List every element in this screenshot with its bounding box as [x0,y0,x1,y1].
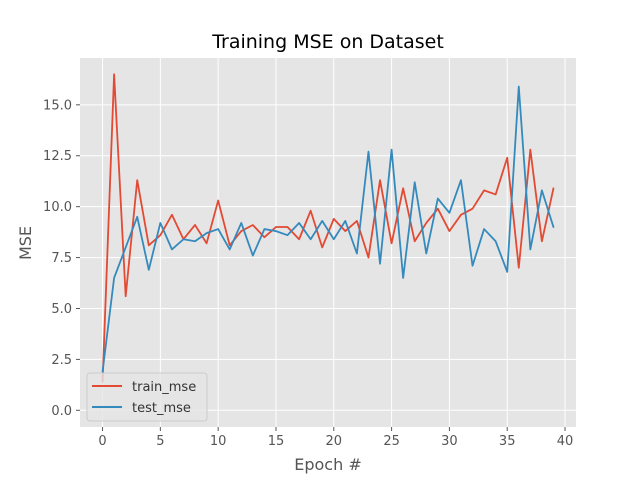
x-tick-label: 35 [499,434,516,449]
legend-label-train: train_mse [132,380,196,395]
y-tick-label: 15.0 [43,98,72,113]
legend: train_mse test_mse [86,372,208,422]
y-tick-label: 12.5 [43,149,72,164]
y-tick-label: 10.0 [43,200,72,215]
series-layer [101,73,555,383]
plot-area [80,58,576,427]
x-tick-label: 10 [210,434,227,449]
x-tick-label: 40 [557,434,574,449]
x-tick-label: 30 [441,434,458,449]
x-tick-label: 5 [156,434,164,449]
x-tick-label: 0 [98,434,106,449]
x-tick-label: 20 [326,434,343,449]
series-line-train-mse [101,73,555,383]
x-axis: 0 5 10 15 20 25 30 35 40 [98,427,573,449]
y-axis: 0.0 2.5 5.0 7.5 10.0 12.5 15.0 [43,98,80,419]
y-tick-label: 2.5 [51,353,72,368]
x-tick-label: 15 [268,434,285,449]
chart-title: Training MSE on Dataset [211,31,444,53]
series-line-test-mse [101,85,555,373]
grid [80,58,576,427]
x-tick-label: 25 [383,434,400,449]
y-tick-label: 5.0 [51,302,72,317]
y-tick-label: 7.5 [51,251,72,266]
y-tick-label: 0.0 [51,404,72,419]
y-axis-label: MSE [16,226,35,260]
legend-label-test: test_mse [132,401,191,416]
x-axis-label: Epoch # [294,455,361,474]
